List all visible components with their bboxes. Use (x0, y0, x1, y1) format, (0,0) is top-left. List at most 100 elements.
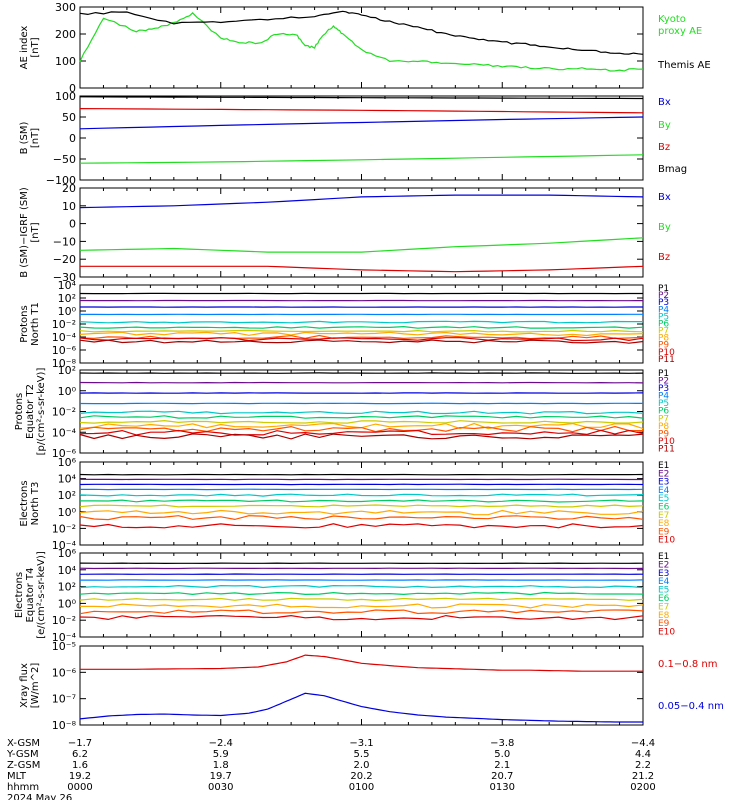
y-tick-label: −30 (53, 271, 76, 284)
y-tick-label: 10⁻⁶ (52, 344, 77, 357)
series-line-8 (79, 509, 644, 516)
legend-entry: P4 (658, 392, 669, 402)
y-tick-label: 10⁶ (58, 456, 77, 469)
series-line-4 (79, 96, 644, 100)
ephemeris-value: 1.8 (213, 760, 229, 771)
series-line-7 (79, 504, 644, 508)
series-line-8 (79, 331, 644, 337)
y-tick-label: 0 (69, 132, 76, 145)
y-axis-label: North T3 (30, 482, 41, 526)
legend-entry: P10 (658, 348, 675, 358)
y-axis-label: [e/(cm²-s-sr-keV)] (36, 551, 47, 639)
panel-6: Electrons North T3 (19, 461, 644, 546)
legend-entry: E7 (658, 602, 669, 612)
y-tick-label: 20 (62, 182, 76, 195)
series-line-10 (79, 337, 644, 342)
y-tick-label: 10⁻² (52, 406, 76, 419)
legend-entry: E8 (658, 611, 670, 621)
ephemeris-value: 19.7 (210, 771, 232, 782)
legend-entry: P2 (658, 377, 669, 387)
y-axis-label: B (SM)−IGRF (SM) (19, 187, 30, 278)
y-tick-label: 10² (58, 581, 76, 594)
series-line-10 (79, 523, 644, 529)
legend-entry: E9 (658, 619, 670, 629)
y-tick-label: 10⁻² (52, 614, 76, 627)
y-tick-label: 10⁶ (58, 547, 77, 560)
y-tick-label: 10⁻⁴ (52, 539, 77, 552)
legend-entry: P8 (658, 422, 669, 432)
legend-entry: 0.05−0.4 nm (658, 701, 724, 712)
y-axis-label: [p/(cm²-s-sr-keV)] (36, 368, 47, 456)
legend-entry: E2 (658, 560, 669, 570)
legend-entry: E4 (658, 577, 670, 587)
panel-frame (79, 552, 644, 638)
y-axis-label: Protons (19, 305, 30, 342)
legend-entry: By (658, 222, 671, 233)
legend-entry: E5 (658, 586, 669, 596)
y-axis-label: [nT] (30, 222, 41, 242)
series-line-1 (80, 654, 643, 672)
legend-entry: Bz (658, 252, 670, 263)
ephemeris-value: 5.0 (494, 749, 510, 760)
series-line-2 (79, 154, 644, 164)
legend-entry: Bx (658, 97, 671, 108)
legend-entry: E8 (658, 519, 670, 529)
y-tick-label: 10² (58, 489, 76, 502)
ephemeris-value: 19.2 (69, 771, 91, 782)
series-line-3 (79, 108, 644, 114)
y-tick-label: 10⁻⁴ (52, 331, 77, 344)
legend-entry: P10 (658, 437, 675, 447)
y-tick-label: 0 (69, 218, 76, 231)
y-tick-label: −10 (53, 235, 76, 248)
legend-entry: E6 (658, 594, 670, 604)
y-axis-label: [nT] (30, 37, 41, 57)
y-axis-label: Equator T2 (25, 384, 36, 439)
legend-entry: E9 (658, 527, 670, 537)
legend-entry: P2 (658, 291, 669, 301)
y-tick-label: 10⁰ (58, 385, 77, 398)
legend-entry: E7 (658, 511, 669, 521)
series-line-2 (79, 10, 644, 55)
legend-entry: Bx (658, 192, 671, 203)
legend-entry: E3 (658, 478, 669, 488)
legend-entry: P5 (658, 399, 669, 409)
y-tick-label: 100 (55, 90, 76, 103)
y-tick-label: −50 (53, 153, 76, 166)
ephemeris-value: −1.7 (68, 738, 92, 749)
y-axis-label: [W/m^2] (30, 663, 41, 709)
legend-entry: P11 (658, 355, 675, 365)
panel-frame (79, 187, 644, 278)
y-tick-label: 10⁻⁸ (52, 357, 77, 370)
y-tick-label: 200 (55, 28, 76, 41)
legend-entry: P6 (658, 407, 669, 417)
series-line-7 (79, 597, 644, 602)
y-tick-label: 10⁰ (58, 305, 77, 318)
ephemeris-value: 4.4 (635, 749, 651, 760)
ephemeris-value: 0030 (208, 782, 233, 793)
ephemeris-label: MLT (7, 771, 27, 782)
legend-entry: Themis AE (657, 60, 711, 71)
y-tick-label: 10⁻² (52, 318, 76, 331)
panel-1: AE index [nT] (19, 6, 644, 89)
legend-entry: P7 (658, 414, 669, 424)
y-tick-label: 10⁻⁶ (52, 447, 77, 460)
y-tick-label: −100 (46, 174, 76, 187)
ephemeris-value: 0200 (630, 782, 655, 793)
panel-2: B (SM) [nT] (19, 95, 644, 181)
series-line-5 (79, 410, 644, 415)
ephemeris-label: X-GSM (7, 738, 40, 749)
y-tick-label: 10⁻⁴ (52, 631, 77, 644)
ephemeris-value: 5.5 (354, 749, 370, 760)
panel-7: Electrons Equator T4 [e/(cm²-s-sr-keV)] (14, 551, 644, 639)
ephemeris-value: 6.2 (72, 749, 88, 760)
y-axis-label: Xray flux (19, 663, 30, 708)
legend-entry: P9 (658, 341, 669, 351)
y-tick-label: 10⁰ (58, 506, 77, 519)
legend-entry: P3 (658, 384, 669, 394)
ephemeris-value: −4.4 (631, 738, 655, 749)
legend-entry: P1 (658, 284, 669, 294)
legend-entry: Bz (658, 142, 670, 153)
series-line-2 (79, 237, 644, 253)
series-line-1 (79, 194, 644, 209)
